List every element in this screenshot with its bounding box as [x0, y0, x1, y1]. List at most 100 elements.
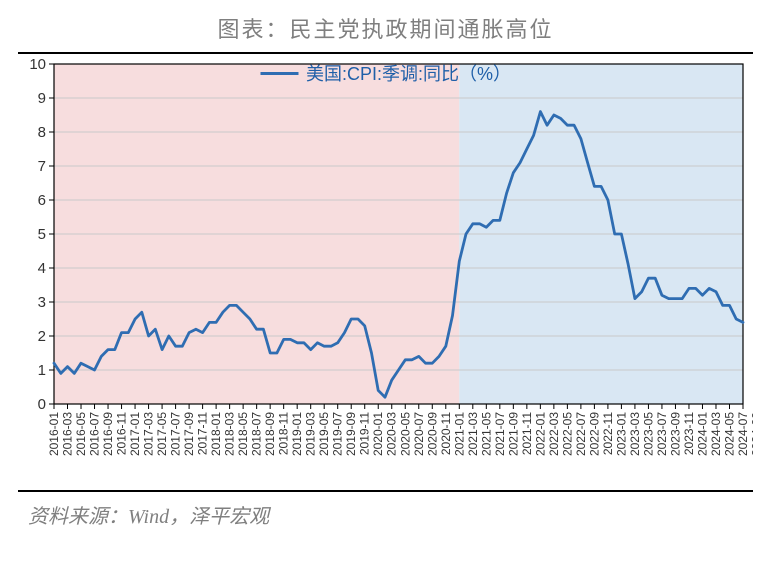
x-tick: 2018-01 — [209, 404, 223, 456]
svg-text:2019-03: 2019-03 — [304, 412, 318, 456]
svg-text:2023-01: 2023-01 — [614, 412, 628, 456]
svg-text:2021-01: 2021-01 — [452, 412, 466, 456]
x-tick: 2018-09 — [263, 404, 277, 456]
svg-text:9: 9 — [38, 90, 46, 107]
x-tick: 2023-07 — [655, 404, 669, 456]
x-tick: 2020-05 — [398, 404, 412, 456]
y-tick: 0 — [38, 396, 54, 413]
svg-text:1: 1 — [38, 362, 46, 379]
x-tick: 2019-01 — [290, 404, 304, 456]
svg-text:5: 5 — [38, 226, 46, 243]
x-tick: 2017-09 — [182, 404, 196, 456]
svg-text:2018-07: 2018-07 — [250, 412, 264, 456]
svg-text:2018-01: 2018-01 — [209, 412, 223, 456]
x-tick: 2017-05 — [155, 404, 169, 456]
x-tick: 2018-11 — [277, 404, 291, 455]
svg-text:8: 8 — [38, 124, 46, 141]
y-tick: 1 — [38, 362, 54, 379]
svg-text:2020-07: 2020-07 — [412, 412, 426, 456]
chart-title: 图表：民主党执政期间通胀高位 — [0, 0, 771, 50]
svg-text:7: 7 — [38, 158, 46, 175]
svg-text:2020-01: 2020-01 — [371, 412, 385, 456]
x-tick: 2024-09 — [750, 404, 753, 456]
svg-text:2021-11: 2021-11 — [520, 412, 534, 455]
svg-text:2017-07: 2017-07 — [169, 412, 183, 456]
svg-text:3: 3 — [38, 294, 46, 311]
y-tick: 3 — [38, 294, 54, 311]
x-tick: 2024-01 — [695, 404, 709, 456]
x-tick: 2020-03 — [385, 404, 399, 456]
top-rule — [18, 52, 753, 54]
y-tick: 10 — [29, 58, 54, 73]
x-tick: 2023-03 — [628, 404, 642, 456]
x-tick: 2021-07 — [493, 404, 507, 456]
svg-text:2022-11: 2022-11 — [601, 412, 615, 455]
y-tick: 5 — [38, 226, 54, 243]
svg-text:10: 10 — [29, 58, 46, 73]
svg-text:0: 0 — [38, 396, 46, 413]
svg-text:2023-03: 2023-03 — [628, 412, 642, 456]
svg-text:2020-11: 2020-11 — [439, 412, 453, 455]
svg-text:2018-03: 2018-03 — [223, 412, 237, 456]
svg-text:2019-07: 2019-07 — [331, 412, 345, 456]
x-tick: 2016-05 — [74, 404, 88, 456]
svg-text:2018-11: 2018-11 — [277, 412, 291, 455]
y-tick: 7 — [38, 158, 54, 175]
x-tick: 2016-01 — [47, 404, 61, 456]
svg-text:4: 4 — [38, 260, 46, 277]
svg-text:2018-05: 2018-05 — [236, 412, 250, 456]
x-tick: 2022-07 — [574, 404, 588, 456]
x-tick: 2017-07 — [169, 404, 183, 456]
x-tick: 2021-09 — [506, 404, 520, 456]
x-tick: 2016-03 — [61, 404, 75, 456]
svg-text:2018-09: 2018-09 — [263, 412, 277, 456]
svg-text:2016-01: 2016-01 — [47, 412, 61, 456]
svg-text:2017-11: 2017-11 — [196, 412, 210, 455]
x-tick: 2020-11 — [439, 404, 453, 455]
svg-text:2017-01: 2017-01 — [128, 412, 142, 456]
svg-text:2022-01: 2022-01 — [533, 412, 547, 456]
x-tick: 2022-03 — [547, 404, 561, 456]
svg-text:2023-11: 2023-11 — [682, 412, 696, 455]
x-tick: 2019-11 — [358, 404, 372, 455]
svg-text:2016-03: 2016-03 — [61, 412, 75, 456]
x-tick: 2024-05 — [722, 404, 736, 456]
x-tick: 2016-07 — [88, 404, 102, 456]
svg-text:2022-09: 2022-09 — [587, 412, 601, 456]
x-tick: 2019-07 — [331, 404, 345, 456]
svg-text:6: 6 — [38, 192, 46, 209]
x-tick: 2018-07 — [250, 404, 264, 456]
x-tick: 2020-01 — [371, 404, 385, 456]
svg-text:2016-07: 2016-07 — [88, 412, 102, 456]
x-tick: 2021-01 — [452, 404, 466, 456]
x-tick: 2020-09 — [425, 404, 439, 456]
svg-text:2022-07: 2022-07 — [574, 412, 588, 456]
x-tick: 2022-05 — [560, 404, 574, 456]
x-tick: 2024-07 — [736, 404, 750, 456]
x-tick: 2016-09 — [101, 404, 115, 456]
x-tick: 2019-05 — [317, 404, 331, 456]
y-tick: 9 — [38, 90, 54, 107]
x-tick: 2017-11 — [196, 404, 210, 455]
svg-text:2020-03: 2020-03 — [385, 412, 399, 456]
y-tick: 6 — [38, 192, 54, 209]
svg-text:2019-11: 2019-11 — [358, 412, 372, 455]
x-tick: 2022-01 — [533, 404, 547, 456]
svg-text:2024-01: 2024-01 — [695, 412, 709, 456]
x-tick: 2021-11 — [520, 404, 534, 455]
x-tick: 2019-03 — [304, 404, 318, 456]
y-tick: 2 — [38, 328, 54, 345]
x-tick: 2022-09 — [587, 404, 601, 456]
svg-text:2022-03: 2022-03 — [547, 412, 561, 456]
x-tick: 2023-05 — [641, 404, 655, 456]
svg-text:2024-03: 2024-03 — [709, 412, 723, 456]
x-tick: 2018-05 — [236, 404, 250, 456]
svg-text:2021-09: 2021-09 — [506, 412, 520, 456]
x-tick: 2020-07 — [412, 404, 426, 456]
svg-text:2020-05: 2020-05 — [398, 412, 412, 456]
x-tick: 2017-03 — [142, 404, 156, 456]
svg-text:2017-09: 2017-09 — [182, 412, 196, 456]
svg-text:2023-07: 2023-07 — [655, 412, 669, 456]
bottom-rule — [18, 490, 753, 492]
x-tick: 2023-11 — [682, 404, 696, 455]
